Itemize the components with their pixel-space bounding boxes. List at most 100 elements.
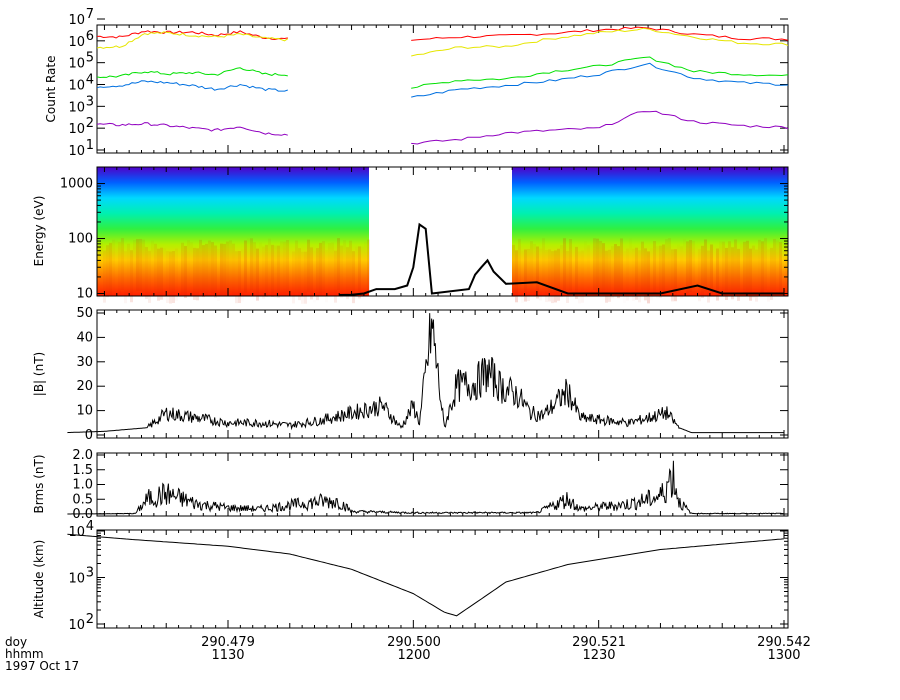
x-tick-hhmm-1: 1130	[211, 648, 244, 663]
spectrogram-stripe	[337, 238, 340, 291]
energy-axis-label: Energy (eV)	[32, 196, 46, 267]
spectrogram-stripe	[265, 244, 268, 297]
spectrogram-stripe	[301, 251, 304, 304]
spectrogram-stripe	[115, 241, 118, 293]
x-tick-doy-1: 290.479	[201, 635, 255, 650]
spectrogram-stripe	[530, 241, 533, 294]
spectrogram-stripe	[205, 243, 208, 296]
count-rate-tick-label-1-exp: 1	[86, 138, 94, 153]
spectrogram-stripe	[109, 242, 112, 295]
spectrogram-stripe	[626, 248, 629, 301]
count-rate-tick-label-4: 10	[68, 79, 85, 94]
spectrogram-stripe	[683, 239, 686, 291]
spectrogram-stripe	[629, 238, 632, 290]
count-rate-series-4-right	[411, 110, 789, 145]
spectrogram-stripe	[298, 248, 301, 301]
x-axis-labels: doy hhmm 1997 Oct 17 290.479 1130 290.50…	[5, 635, 811, 673]
spectrogram-stripe	[157, 248, 160, 301]
altitude-tick-label-0-exp: 2	[86, 612, 94, 627]
spectrogram-stripe	[352, 251, 355, 304]
count-rate-tick-label-3-exp: 3	[86, 94, 94, 109]
count-rate-axis-label: Count Rate	[44, 56, 58, 123]
spectrogram-stripe	[773, 238, 776, 291]
spectrogram-stripe	[635, 247, 638, 300]
spectrogram-stripe	[340, 245, 343, 298]
spectrogram-stripe	[557, 248, 560, 301]
spectrogram-stripe	[539, 249, 542, 301]
count-rate-tick-label-2: 10	[68, 122, 85, 137]
spectrogram-stripe	[716, 248, 719, 301]
spectrogram-stripe	[226, 241, 229, 294]
spectrogram-stripe	[680, 246, 683, 298]
spectrogram-stripe	[208, 240, 211, 293]
spectrogram-stripe	[548, 249, 551, 302]
spectrogram-stripe	[127, 243, 130, 296]
count-rate-tick-label-2-exp: 2	[86, 116, 94, 131]
spectrogram-stripe	[262, 246, 265, 299]
spectrogram-stripe	[316, 248, 319, 301]
spectrogram-stripe	[169, 251, 172, 304]
count-rate-tick-label-1: 10	[68, 144, 85, 159]
spectrogram-stripe	[214, 245, 217, 298]
spectrogram-stripe	[343, 240, 346, 293]
spectrogram-stripe	[130, 250, 133, 303]
spectrogram-stripe	[620, 238, 623, 291]
spectrogram-stripe	[196, 248, 199, 301]
spectrogram-stripe	[719, 241, 722, 293]
spectrogram-stripe	[253, 242, 256, 295]
spectrogram-stripe	[722, 241, 725, 294]
spectrogram-stripe	[536, 246, 539, 299]
spectrogram-stripe	[361, 247, 364, 299]
spectrogram-stripe	[295, 240, 298, 293]
brms-tick-label-4: 2.0	[72, 448, 93, 463]
spectrogram-stripe	[692, 240, 695, 293]
count-rate-series-1-right	[411, 27, 789, 57]
brms-tick-label-2: 1.0	[72, 478, 93, 493]
b-magnitude-tick-label-2: 20	[76, 379, 93, 394]
spectrogram-stripe	[608, 249, 611, 302]
spectrogram-stripe	[614, 243, 617, 296]
spectrogram-stripe	[581, 250, 584, 303]
spectrogram-stripe	[761, 241, 764, 294]
spectrogram-stripe	[749, 248, 752, 301]
brms-tick-label-1: 0.5	[72, 492, 93, 507]
spectrogram-stripe	[154, 243, 157, 296]
spectrogram-stripe	[193, 247, 196, 300]
spectrogram-stripe	[542, 238, 545, 291]
spectrogram-stripe	[641, 241, 644, 294]
spectrogram-stripe	[139, 238, 142, 291]
energy-frame	[96, 166, 789, 297]
spectrogram-stripe	[515, 250, 518, 303]
spectrogram-stripe	[737, 248, 740, 301]
spectrogram-stripe	[566, 250, 569, 303]
spectrogram-stripe	[292, 251, 295, 304]
spectrogram-stripe	[617, 246, 620, 299]
spectrogram-stripe	[653, 241, 656, 294]
spectrogram-stripe	[551, 251, 554, 304]
x-row-label-doy: doy	[5, 635, 27, 649]
b-magnitude-tick-label-4: 40	[76, 330, 93, 345]
spectrogram-stripe	[647, 251, 650, 304]
spectrogram-stripe	[665, 239, 668, 292]
spectrogram-stripe	[145, 246, 148, 299]
count-rate-tick-label-6-exp: 6	[86, 29, 94, 44]
spectrogram-stripe	[235, 251, 238, 304]
spectrogram-stripe	[331, 242, 334, 295]
spectrogram-stripe	[271, 244, 274, 297]
spectrogram-stripe	[181, 242, 184, 295]
spectrogram-stripe	[241, 250, 244, 302]
count-rate-tick-label-4-exp: 4	[86, 73, 94, 88]
spectrogram-stripe	[199, 239, 202, 292]
spectrogram-stripe	[286, 239, 289, 292]
spectrogram-stripe	[710, 244, 713, 297]
spectrogram-stripe	[250, 238, 253, 291]
spectrogram-stripe	[223, 243, 226, 296]
spectrogram-stripe	[160, 247, 163, 300]
count-rate-tick-label-7: 10	[68, 13, 85, 28]
spectrogram-stripe	[100, 242, 103, 294]
spectrogram-stripe	[527, 249, 530, 302]
spectrogram-stripe	[605, 250, 608, 303]
spectrogram-stripe	[166, 251, 169, 304]
